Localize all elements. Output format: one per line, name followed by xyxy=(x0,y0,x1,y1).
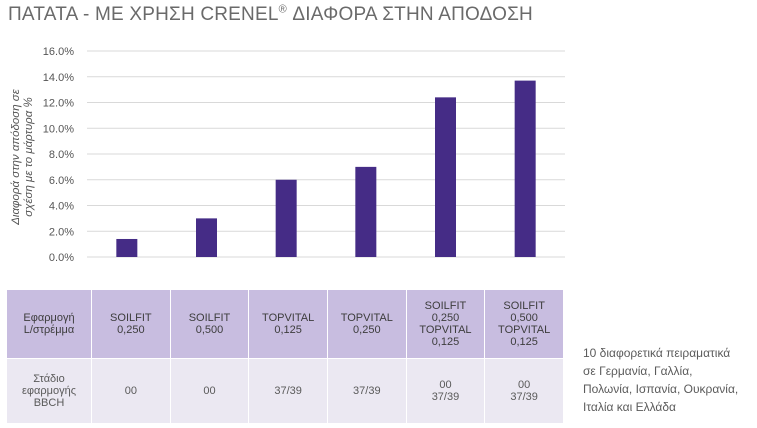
application-cell-5: SOILFIT 0,250 TOPVITAL 0,125 xyxy=(405,289,486,359)
trial-note-line-4: Ιταλία και Ελλάδα xyxy=(583,400,676,414)
bar xyxy=(355,166,377,257)
stage-cell-4: 37/39 xyxy=(326,358,407,424)
bar xyxy=(275,179,297,257)
stage-cell-6: 00 37/39 xyxy=(484,358,564,424)
application-cell-3: TOPVITAL 0,125 xyxy=(248,289,328,359)
grid-layer xyxy=(87,50,565,258)
application-row: Εφαρμογή L/στρέμμα SOILFIT 0,250 SOILFIT 0… xyxy=(6,289,564,359)
stage-cell-2: 00 xyxy=(169,358,250,424)
application-cell-6: SOILFIT 0,500 TOPVITAL 0,125 xyxy=(484,289,564,359)
bar-chart: 0.0% 2.0% 4.0% 6.0% 8.0% 10.0% 12.0% 14.0% 16.0% xyxy=(43,46,565,264)
bar xyxy=(196,218,217,257)
stage-cell-5: 00 37/39 xyxy=(405,358,486,424)
trial-note-line-3: Πολωνία, Ισπανία, Ουκρανία, xyxy=(583,382,739,396)
bar xyxy=(514,80,536,257)
application-cell-4: TOPVITAL 0,250 xyxy=(326,289,407,359)
y-tick-label: 0.0% xyxy=(49,252,74,264)
y-tick-label: 8.0% xyxy=(49,149,74,161)
stage-cell-1: 00 xyxy=(91,358,171,424)
y-tick-label: 14.0% xyxy=(43,72,74,84)
page-title: ΠΑΤΑΤΑ - ΜΕ ΧΡΗΣΗ CRENEL® ΔΙΑΦΟΡΑ ΣΤΗΝ Α… xyxy=(8,3,533,25)
y-tick-label: 10.0% xyxy=(43,123,74,135)
trial-note: 10 διαφορετικά πειραματικά σε Γερμανία, … xyxy=(583,344,755,416)
y-tick-label: 2.0% xyxy=(49,226,74,238)
stage-row: Στάδιο εφαρμογής BBCH 00 00 37/39 37/39 … xyxy=(6,358,564,424)
application-row-header: Εφαρμογή L/στρέμμα xyxy=(6,289,92,359)
y-tick-label: 6.0% xyxy=(49,175,74,187)
application-cell-1: SOILFIT 0,250 xyxy=(91,289,171,359)
y-tick-label: 16.0% xyxy=(43,46,74,58)
results-table: Εφαρμογή L/στρέμμα SOILFIT 0,250 SOILFIT 0… xyxy=(6,289,564,424)
bar xyxy=(435,97,456,257)
bar-layer xyxy=(116,80,536,257)
application-cell-2: SOILFIT 0,500 xyxy=(169,289,250,359)
y-tick-label: 12.0% xyxy=(43,98,74,110)
trial-note-line-1: 10 διαφορετικά πειραματικά xyxy=(583,346,731,360)
y-tick-label: 4.0% xyxy=(49,201,74,213)
stage-cell-3: 37/39 xyxy=(248,358,328,424)
trial-note-line-2: σε Γερμανία, Γαλλία, xyxy=(583,364,693,378)
stage-row-header: Στάδιο εφαρμογής BBCH xyxy=(6,358,92,424)
y-tick-layer: 0.0% 2.0% 4.0% 6.0% 8.0% 10.0% 12.0% 14.0% 16.0% xyxy=(43,46,74,264)
bar xyxy=(116,238,138,257)
